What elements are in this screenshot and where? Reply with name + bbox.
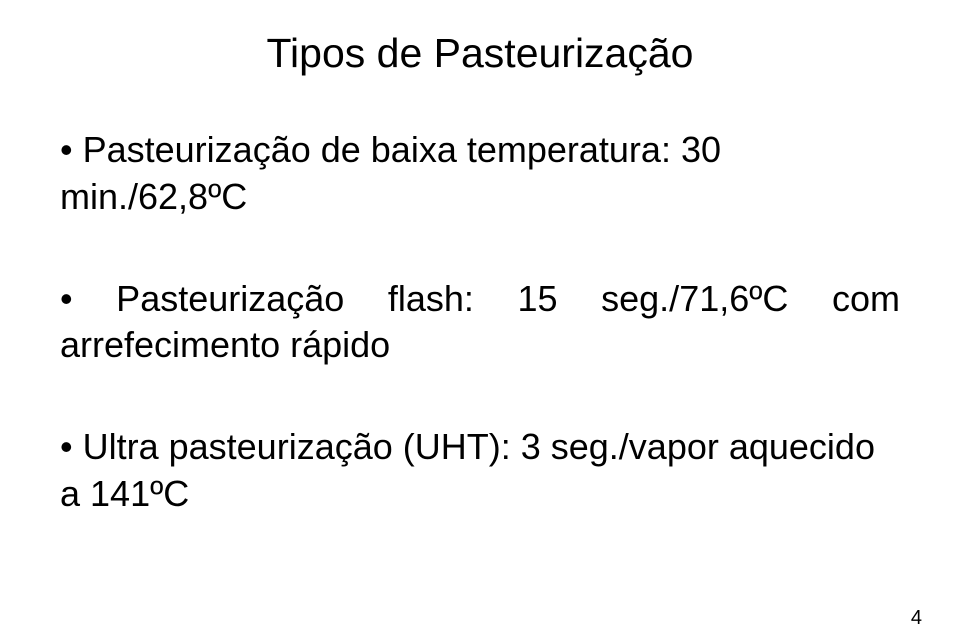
slide-title: Tipos de Pasteurização [60,30,900,77]
slide-container: Tipos de Pasteurização • Pasteurização d… [0,0,960,642]
bullet-item: • Pasteurização flash: 15 seg./71,6ºC co… [60,276,900,370]
bullet-item: • Ultra pasteurização (UHT): 3 seg./vapo… [60,424,900,518]
bullet-item: • Pasteurização de baixa temperatura: 30… [60,127,900,221]
page-number: 4 [911,607,922,630]
